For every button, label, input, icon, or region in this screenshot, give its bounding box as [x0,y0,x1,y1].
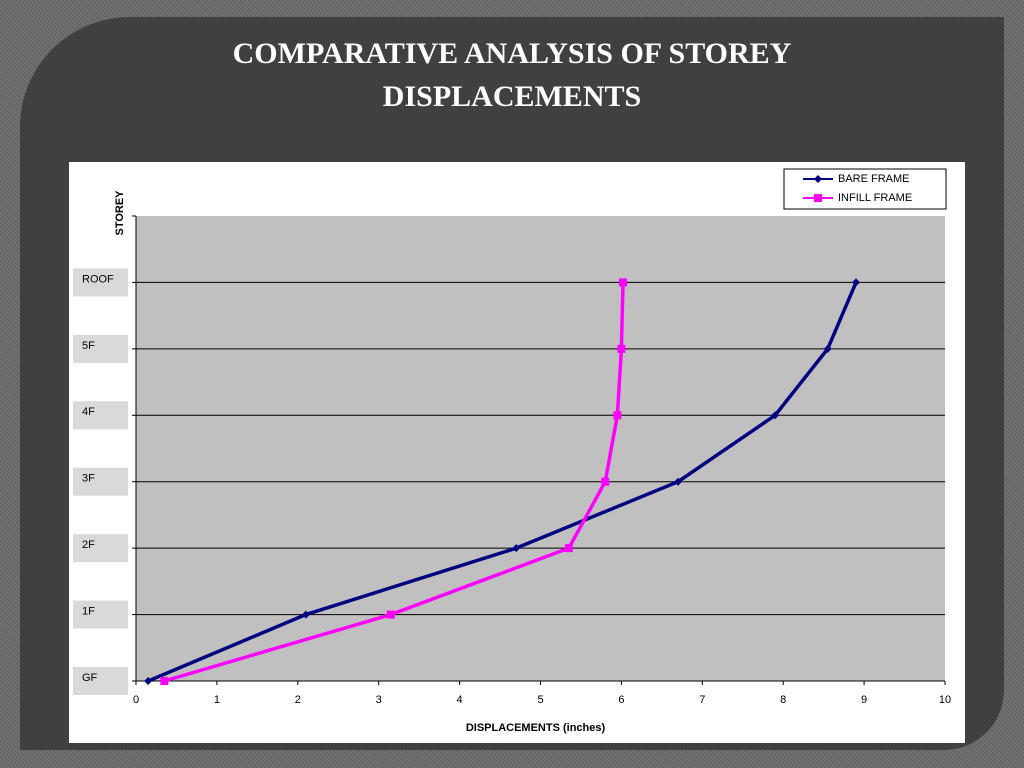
marker [814,194,822,202]
marker [823,344,832,353]
x-tick-label: 8 [780,694,786,706]
y-tick-label: ROOF [82,273,114,285]
x-tick-label: 0 [133,694,139,706]
legend-box [783,168,947,210]
marker [771,411,780,420]
y-tick-label: 1F [82,605,95,617]
x-tick-label: 3 [376,694,382,706]
y-tick-box [73,268,128,297]
marker [613,411,622,420]
marker [601,477,610,486]
marker [160,677,169,685]
x-tick-label: 5 [537,694,543,706]
y-tick-label: 5F [82,340,95,352]
marker [564,544,573,553]
y-tick-box [73,534,128,563]
slide-title: COMPARATIVE ANALYSIS OF STOREY DISPLACEM… [232,37,792,113]
marker [674,477,683,486]
marker [512,544,521,553]
y-tick-box [73,467,128,496]
y-tick-box [73,334,128,363]
y-tick-label: 3F [82,473,95,485]
y-axis-label: STOREY [114,190,126,236]
y-tick-label: 2F [82,539,95,551]
marker [144,677,153,685]
x-tick-label: 1 [214,694,220,706]
marker [386,610,395,619]
legend-label: BARE FRAME [838,173,910,185]
marker [814,175,822,183]
marker [852,278,861,287]
x-tick-label: 9 [861,694,867,706]
plot-area [136,216,945,681]
marker [301,610,310,619]
marker [617,344,626,353]
y-tick-label: 4F [82,406,95,418]
x-tick-label: 2 [295,694,301,706]
x-axis-label: DISPLACEMENTS (inches) [466,722,606,734]
y-tick-box [73,600,128,629]
y-tick-label: GF [82,672,98,684]
x-tick-label: 10 [939,694,951,706]
legend-label: INFILL FRAME [838,192,912,204]
x-tick-label: 7 [699,694,705,706]
y-tick-box [73,401,128,430]
x-tick-label: 4 [457,694,463,706]
marker [619,278,628,287]
y-tick-box [73,667,128,695]
x-tick-label: 6 [618,694,624,706]
